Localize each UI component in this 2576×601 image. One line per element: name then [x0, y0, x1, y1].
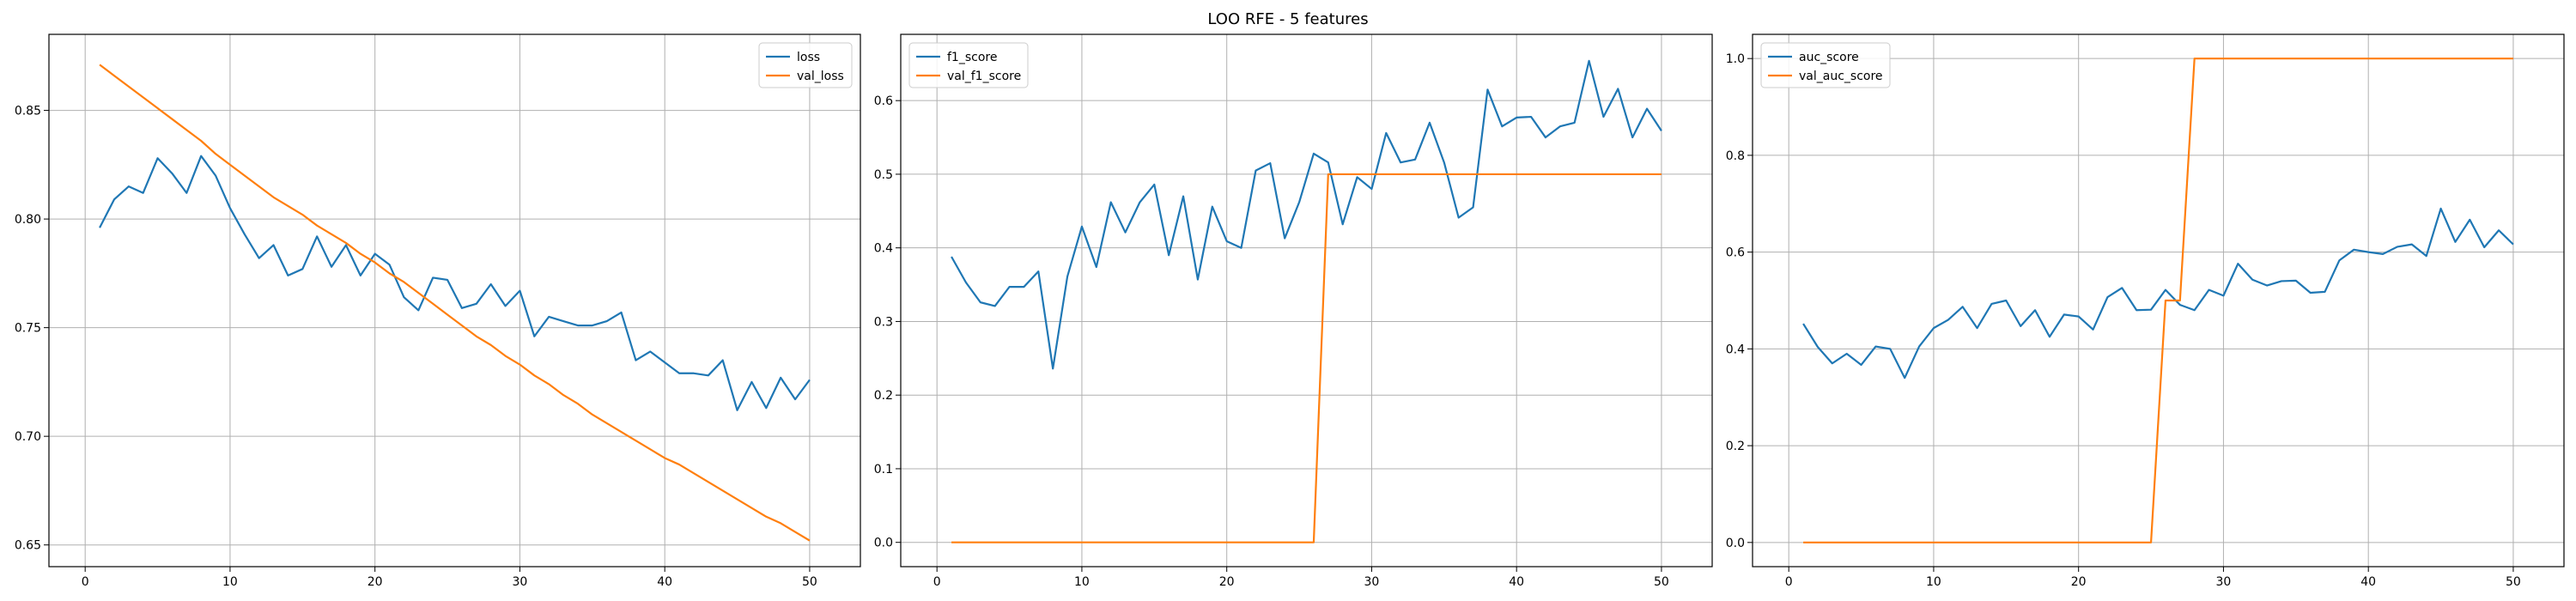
chart-3: 0 10 20 30 40 50 0.0 0.2 0.4 0.6 0.8 1.0 auc_scoreva… [1726, 33, 2565, 589]
legend: loss val_loss [758, 42, 853, 88]
series-line-f1_score [951, 59, 1662, 370]
series-line-val_auc_score [1803, 58, 2513, 543]
x-tick-label: 20 [2071, 575, 2087, 589]
legend-label-val_loss: val_loss [797, 70, 844, 83]
y-tick-label: 0.80 [15, 213, 41, 227]
y-tick-label: 0.8 [1726, 149, 1745, 163]
y-tick-label: 0.1 [874, 463, 893, 477]
y-tick-label: 0.70 [15, 430, 41, 444]
x-tick-label: 0 [1785, 575, 1793, 589]
y-tick-label: 0.4 [1726, 343, 1745, 356]
x-tick-label: 40 [1509, 575, 1524, 589]
x-tick-label: 30 [2216, 575, 2232, 589]
x-tick-label: 10 [1074, 575, 1090, 589]
y-tick-label: 0.0 [874, 537, 893, 550]
legend-label-val_f1_score: val_f1_score [947, 70, 1021, 83]
axes-container: 0 10 20 30 40 500.650.700.750.800.85lossval_l… [15, 33, 2565, 589]
legend-label-f1_score: f1_score [947, 51, 997, 64]
series-line-loss [99, 155, 811, 411]
x-tick-label: 10 [1926, 575, 1941, 589]
y-tick-label: 0.3 [874, 315, 893, 329]
y-tick-label: 0.85 [15, 105, 41, 118]
legend-label-auc_score: auc_score [1799, 51, 1859, 64]
y-tick-label: 0.75 [15, 322, 41, 336]
plot-frame [48, 33, 861, 568]
x-tick-label: 40 [2360, 575, 2376, 589]
legend-box [1760, 42, 1891, 88]
plot-frame [1752, 33, 2565, 568]
x-tick-label: 30 [1364, 575, 1380, 589]
chart-2: 0 10 20 30 40 50 0.0 0.1 0.2 0.3 0.4 0.5 0.6 f1_score… [874, 33, 1713, 589]
x-tick-label: 40 [657, 575, 672, 589]
figure-title: LOO RFE - 5 features [1207, 10, 1368, 28]
y-tick-label: 0.2 [1726, 440, 1745, 453]
x-tick-label: 0 [82, 575, 89, 589]
y-tick-label: 0.5 [874, 168, 893, 182]
x-tick-label: 0 [933, 575, 941, 589]
legend: auc_score val_auc_score [1760, 42, 1891, 88]
legend-label-val_auc_score: val_auc_score [1799, 70, 1883, 83]
chart-1: 0 10 20 30 40 50 0.65 0.70 0.75 0.80 0.85 loss val_l… [15, 33, 861, 589]
y-tick-label: 0.4 [874, 242, 893, 256]
y-tick-label: 0.65 [15, 539, 41, 553]
series-line-val_f1_score [951, 173, 1662, 543]
y-tick-label: 0.6 [874, 94, 893, 108]
series-line-val_loss [99, 64, 811, 542]
x-tick-label: 10 [222, 575, 238, 589]
legend-label-loss: loss [797, 51, 820, 64]
x-tick-label: 20 [1219, 575, 1235, 589]
y-tick-label: 0.2 [874, 389, 893, 403]
y-tick-label: 1.0 [1726, 52, 1745, 66]
x-tick-label: 20 [368, 575, 383, 589]
x-tick-label: 30 [513, 575, 528, 589]
y-tick-label: 0.0 [1726, 537, 1745, 550]
x-tick-label: 50 [1654, 575, 1669, 589]
x-tick-label: 50 [802, 575, 817, 589]
x-tick-label: 50 [2506, 575, 2521, 589]
series-line-auc_score [1802, 207, 2514, 379]
y-tick-label: 0.6 [1726, 246, 1745, 260]
plot-frame [900, 33, 1713, 568]
legend: f1_score val_f1_score [908, 42, 1029, 88]
